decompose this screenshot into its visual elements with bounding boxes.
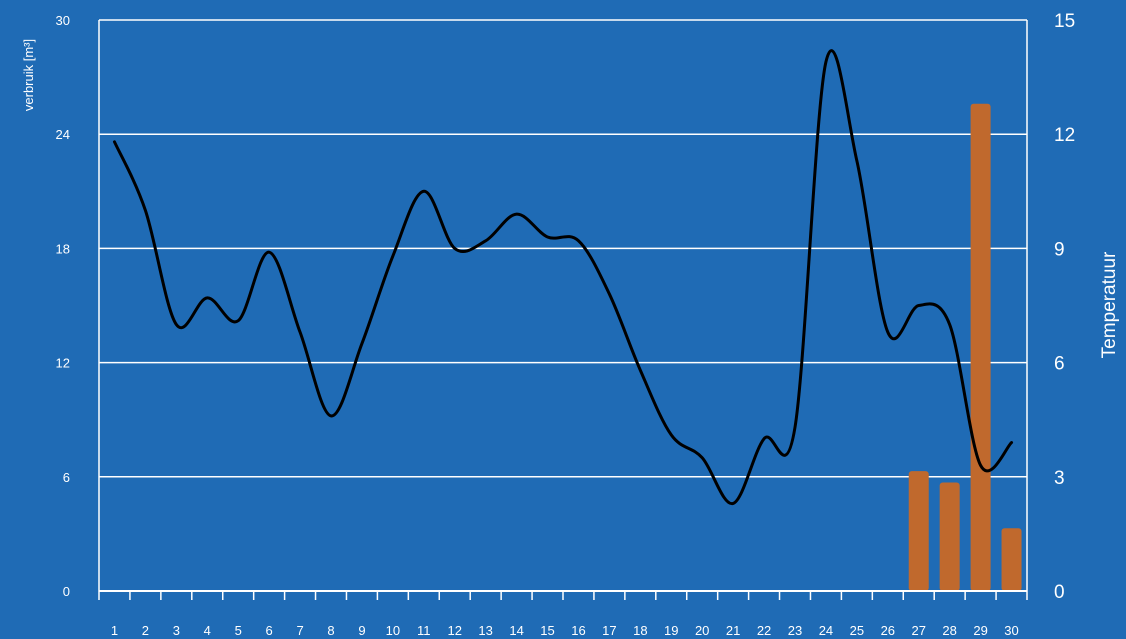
x-tick-label: 6: [266, 623, 273, 638]
x-tick-label: 7: [296, 623, 303, 638]
y-right-tick-label: 15: [1054, 11, 1075, 32]
x-tick-label: 16: [571, 623, 585, 638]
x-tick-label: 21: [726, 623, 740, 638]
x-tick-label: 25: [850, 623, 864, 638]
x-tick-label: 10: [386, 623, 400, 638]
x-tick-label: 9: [358, 623, 365, 638]
y-right-tick-label: 6: [1054, 354, 1065, 375]
x-tick-label: 29: [973, 623, 987, 638]
x-tick-label: 5: [235, 623, 242, 638]
x-tick-label: 19: [664, 623, 678, 638]
x-tick-label: 23: [788, 623, 802, 638]
bar: [1001, 528, 1022, 591]
y-left-tick-label: 6: [63, 470, 70, 485]
x-tick-label: 1: [111, 623, 118, 638]
y-left-tick-label: 18: [56, 241, 70, 256]
x-tick-label: 30: [1004, 623, 1018, 638]
y-right-tick-label: 12: [1054, 125, 1075, 146]
y-left-tick-label: 0: [63, 584, 70, 599]
x-tick-label: 27: [911, 623, 925, 638]
y-left-tick-label: 30: [56, 13, 70, 28]
y-right-tick-label: 3: [1054, 468, 1065, 489]
x-tick-label: 8: [327, 623, 334, 638]
x-tick-label: 28: [942, 623, 956, 638]
x-tick-label: 24: [819, 623, 833, 638]
x-tick-label: 26: [881, 623, 895, 638]
x-tick-label: 11: [417, 623, 431, 638]
axes: [98, 20, 1028, 600]
x-tick-label: 13: [478, 623, 492, 638]
y-axis-left-title: verbruik [m³]: [21, 39, 36, 111]
y-left-tick-label: 24: [56, 127, 70, 142]
y-axis-right-title: Temperatuur: [1099, 251, 1120, 358]
bar: [970, 103, 991, 591]
y-right-tick-label: 0: [1054, 582, 1065, 603]
x-tick-label: 4: [204, 623, 211, 638]
x-tick-label: 22: [757, 623, 771, 638]
line-series: [112, 49, 1014, 505]
x-tick-label: 3: [173, 623, 180, 638]
x-tick-label: 18: [633, 623, 647, 638]
x-tick-label: 15: [540, 623, 554, 638]
temperature-line: [112, 49, 1014, 505]
x-tick-label: 14: [509, 623, 523, 638]
y-right-tick-label: 9: [1054, 239, 1065, 260]
bar: [908, 471, 929, 591]
y-left-tick-label: 12: [56, 356, 70, 371]
x-tick-label: 2: [142, 623, 149, 638]
x-tick-label: 17: [602, 623, 616, 638]
bar: [939, 482, 960, 591]
x-tick-label: 12: [447, 623, 461, 638]
x-tick-label: 20: [695, 623, 709, 638]
